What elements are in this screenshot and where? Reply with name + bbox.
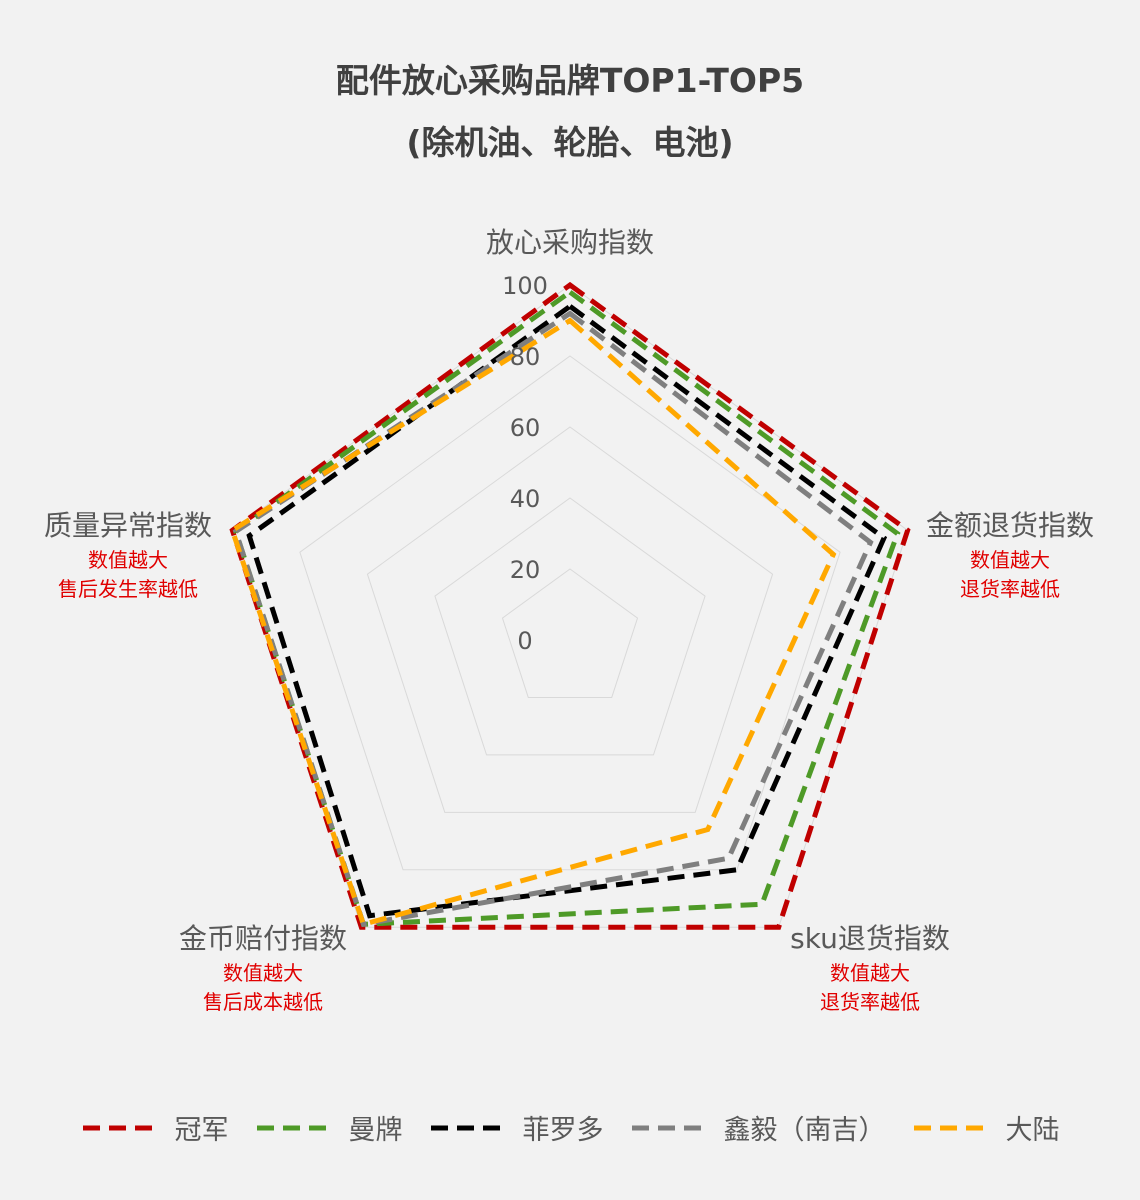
series-line [229, 317, 837, 928]
legend-label: 曼牌 [348, 1115, 403, 1146]
axis-note: 售后成本越低 [203, 990, 323, 1014]
axis-label: 质量异常指数 [44, 509, 212, 542]
legend-swatch [256, 1125, 335, 1130]
axis-label: 放心采购指数 [486, 226, 654, 259]
series-line [229, 281, 911, 930]
axis-label: 金币赔付指数 [179, 922, 347, 955]
axis-note: 退货率越低 [820, 990, 920, 1014]
grid-ring [434, 497, 706, 756]
axis-note: 数值越大 [830, 961, 910, 985]
legend-label: 大陆 [1005, 1115, 1060, 1146]
legend-item: 大陆 [912, 1108, 1060, 1147]
axis-note: 退货率越低 [960, 577, 1060, 601]
axis-note: 数值越大 [88, 548, 168, 572]
legend-label: 鑫毅（南吉） [723, 1115, 886, 1146]
chart-legend: 冠军 曼牌 菲罗多 鑫毅（南吉） 大陆 [0, 1108, 1140, 1147]
legend-label: 冠军 [174, 1115, 229, 1146]
axis-note: 售后发生率越低 [58, 577, 198, 601]
grid-ring [501, 568, 639, 698]
radar-ticks: 0 20 40 60 80 100 [502, 272, 548, 655]
axis-labels: 放心采购指数金额退货指数数值越大退货率越低sku退货指数数值越大退货率越低金币赔… [44, 226, 1094, 1014]
grid-ring [366, 426, 774, 813]
tick-label: 100 [502, 272, 548, 300]
axis-note: 数值越大 [970, 548, 1050, 572]
tick-label: 40 [510, 485, 541, 513]
radar-series [229, 281, 911, 930]
legend-swatch [430, 1125, 509, 1130]
legend-item: 曼牌 [255, 1108, 403, 1147]
legend-item: 菲罗多 [429, 1108, 604, 1147]
axis-label: sku退货指数 [790, 922, 950, 955]
tick-label: 0 [517, 627, 532, 655]
chart-subtitle: (除机油、轮胎、电池) [406, 123, 734, 162]
radar-grid [231, 284, 909, 928]
legend-item: 鑫毅（南吉） [630, 1108, 886, 1147]
chart-title: 配件放心采购品牌TOP1-TOP5 [335, 61, 805, 100]
legend-swatch [913, 1125, 992, 1130]
tick-label: 20 [510, 556, 541, 584]
axis-note: 数值越大 [223, 961, 303, 985]
axis-label: 金额退货指数 [926, 509, 1094, 542]
grid-ring [231, 284, 909, 928]
legend-item: 冠军 [81, 1108, 229, 1147]
tick-label: 60 [510, 414, 541, 442]
legend-label: 菲罗多 [522, 1115, 604, 1146]
series-line [232, 289, 901, 927]
tick-label: 80 [510, 343, 541, 371]
legend-swatch [631, 1125, 710, 1130]
series-line [246, 303, 888, 919]
legend-swatch [82, 1125, 161, 1130]
